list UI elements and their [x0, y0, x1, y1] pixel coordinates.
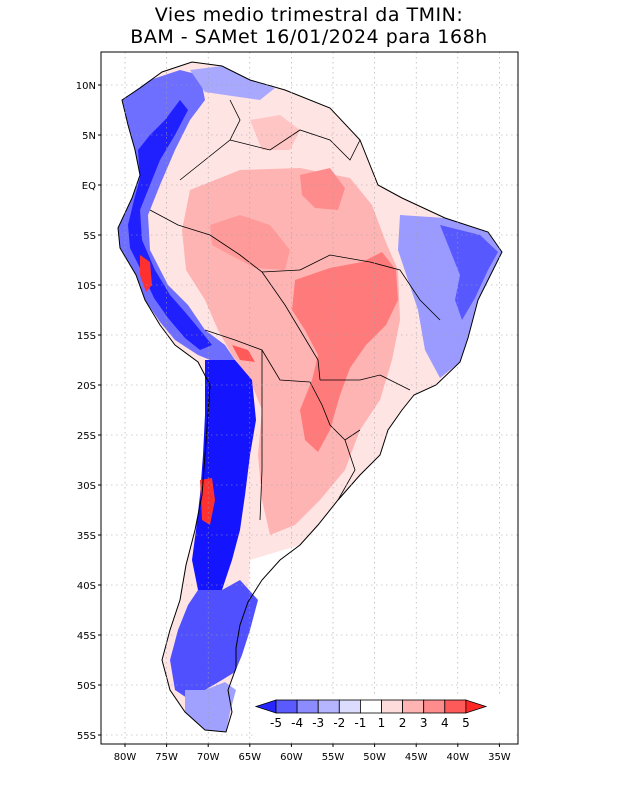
latitude-label: 35S	[77, 531, 96, 542]
cold-anomaly-caribbean-coast	[190, 66, 275, 100]
latitude-label: 15S	[77, 331, 96, 342]
latitude-label: EQ	[82, 181, 96, 192]
latitude-label: 10N	[76, 81, 96, 92]
neutral-band	[236, 525, 330, 668]
latitude-label: 20S	[77, 381, 96, 392]
colorbar-label: 3	[420, 716, 428, 730]
colorbar-swatch	[359, 699, 382, 714]
longitude-label: 40W	[446, 752, 469, 763]
longitude-label: 50W	[363, 752, 386, 763]
longitude-label: 35W	[488, 752, 511, 763]
latitude-label: 10S	[77, 281, 96, 292]
colorbar-swatch	[402, 699, 425, 714]
colorbar-swatch	[317, 699, 340, 714]
colorbar-swatch	[296, 699, 319, 714]
colorbar-swatch	[444, 699, 467, 714]
latitude-label: 55S	[77, 731, 96, 742]
strong-cold-anomaly-andes	[128, 100, 212, 350]
latitude-label: 45S	[77, 631, 96, 642]
longitude-labels: 80W 75W 70W 65W 60W 55W 50W 45W 40W 35W	[114, 744, 511, 763]
warm-streak-andes-chile	[200, 478, 215, 525]
warm-anomaly-region	[182, 168, 400, 535]
colorbar-swatch	[338, 699, 361, 714]
longitude-label: 45W	[405, 752, 428, 763]
latitude-label: 50S	[77, 681, 96, 692]
longitude-label: 70W	[197, 752, 220, 763]
country-borders	[117, 61, 503, 733]
longitude-label: 55W	[322, 752, 345, 763]
colorbar-label: -1	[354, 716, 366, 730]
colorbar-label: 1	[378, 716, 386, 730]
warm-streak-andes-peru	[140, 255, 152, 292]
warm-streak-andes-altiplano	[232, 345, 255, 362]
colorbar-arrow-right	[465, 699, 488, 714]
latitude-label: 25S	[77, 431, 96, 442]
strong-warm-anomaly-north	[300, 168, 345, 210]
colorbar-swatch	[423, 699, 446, 714]
latitude-labels: 10N 5N EQ 5S 10S 15S 20S 25S 30S 35S 40S 45S 50S 55S	[76, 81, 101, 742]
map-title-line-1: Vies medio trimestral da TMIN:	[154, 4, 464, 26]
map-title-line-2: BAM - SAMet 16/01/2024 para 168h	[130, 26, 488, 48]
strong-warm-anomaly	[292, 252, 398, 452]
longitude-label: 65W	[238, 752, 261, 763]
colorbar-label: -3	[312, 716, 324, 730]
latitude-label: 5S	[83, 231, 96, 242]
strong-cold-anomaly-northeast	[440, 225, 498, 320]
colorbar-legend: -5 -4 -3 -2 -1 1 2 3 4 5	[254, 695, 515, 740]
colorbar-label: -5	[270, 716, 282, 730]
map-frame-border	[100, 51, 519, 745]
strong-warm-anomaly-northwest	[250, 115, 300, 150]
colorbar-label: 5	[462, 716, 470, 730]
colorbar-label: -2	[333, 716, 345, 730]
colorbar-label: -4	[291, 716, 303, 730]
colorbar-label: 4	[441, 716, 449, 730]
graticule	[101, 52, 518, 744]
colorbar-label: 2	[399, 716, 407, 730]
longitude-label: 60W	[280, 752, 303, 763]
colorbar-swatch	[275, 699, 298, 714]
latitude-label: 40S	[77, 581, 96, 592]
light-cold-anomaly-patagonia	[185, 682, 236, 732]
cold-anomaly-patagonia	[170, 580, 258, 700]
longitude-label: 75W	[155, 752, 178, 763]
colorbar-swatch	[381, 699, 404, 714]
latitude-label: 30S	[77, 481, 96, 492]
longitude-label: 80W	[114, 752, 137, 763]
latitude-label: 5N	[82, 131, 96, 142]
